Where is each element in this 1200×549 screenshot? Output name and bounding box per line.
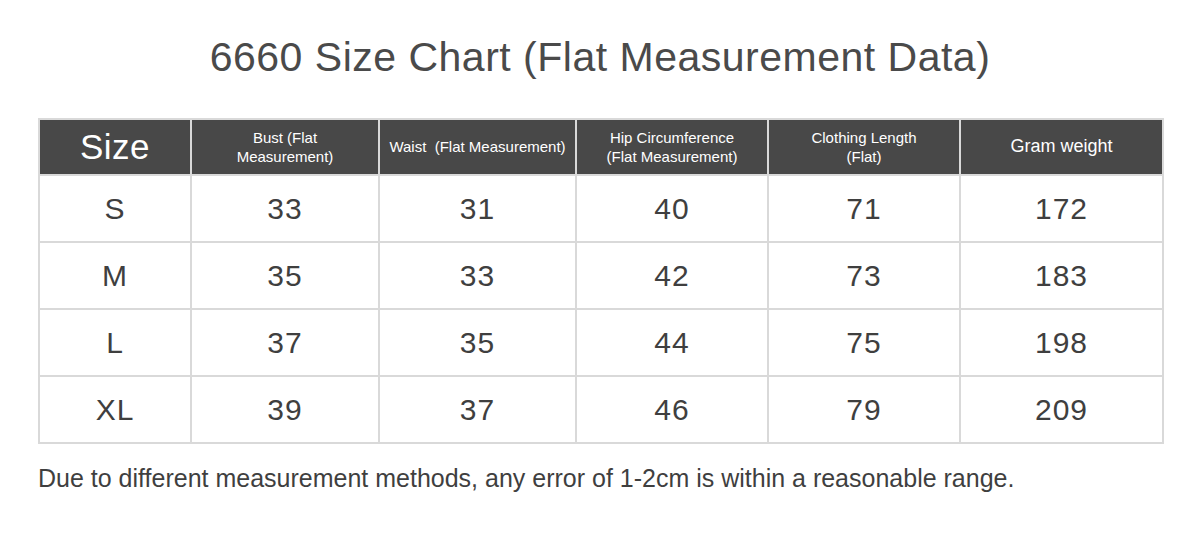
cell-waist: 31 xyxy=(379,175,576,242)
cell-length: 75 xyxy=(768,309,960,376)
col-header-waist: Waist (Flat Measurement) xyxy=(379,119,576,175)
cell-weight: 198 xyxy=(960,309,1163,376)
cell-bust: 39 xyxy=(191,376,379,443)
cell-bust: 33 xyxy=(191,175,379,242)
col-header-size: Size xyxy=(39,119,191,175)
cell-length: 73 xyxy=(768,242,960,309)
cell-bust: 37 xyxy=(191,309,379,376)
cell-size: XL xyxy=(39,376,191,443)
cell-hip: 46 xyxy=(576,376,768,443)
size-chart-image: 6660 Size Chart (Flat Measurement Data) … xyxy=(0,0,1200,549)
table-row-xl: XL 39 37 46 79 209 xyxy=(39,376,1163,443)
cell-size: M xyxy=(39,242,191,309)
cell-waist: 35 xyxy=(379,309,576,376)
col-header-weight: Gram weight xyxy=(960,119,1163,175)
size-chart-table: Size Bust (Flat Measurement) Waist (Flat… xyxy=(38,118,1164,444)
cell-bust: 35 xyxy=(191,242,379,309)
col-header-bust: Bust (Flat Measurement) xyxy=(191,119,379,175)
cell-weight: 172 xyxy=(960,175,1163,242)
cell-hip: 40 xyxy=(576,175,768,242)
table-row-s: S 33 31 40 71 172 xyxy=(39,175,1163,242)
note-text: Due to different measurement methods, an… xyxy=(38,464,1014,493)
cell-size: S xyxy=(39,175,191,242)
cell-weight: 209 xyxy=(960,376,1163,443)
table-row-m: M 35 33 42 73 183 xyxy=(39,242,1163,309)
col-header-hip: Hip Circumference (Flat Measurement) xyxy=(576,119,768,175)
page-title: 6660 Size Chart (Flat Measurement Data) xyxy=(0,34,1200,81)
cell-length: 79 xyxy=(768,376,960,443)
table-header-row: Size Bust (Flat Measurement) Waist (Flat… xyxy=(39,119,1163,175)
cell-size: L xyxy=(39,309,191,376)
cell-hip: 44 xyxy=(576,309,768,376)
cell-weight: 183 xyxy=(960,242,1163,309)
table-row-l: L 37 35 44 75 198 xyxy=(39,309,1163,376)
cell-hip: 42 xyxy=(576,242,768,309)
cell-waist: 37 xyxy=(379,376,576,443)
cell-waist: 33 xyxy=(379,242,576,309)
cell-length: 71 xyxy=(768,175,960,242)
col-header-length: Clothing Length (Flat) xyxy=(768,119,960,175)
